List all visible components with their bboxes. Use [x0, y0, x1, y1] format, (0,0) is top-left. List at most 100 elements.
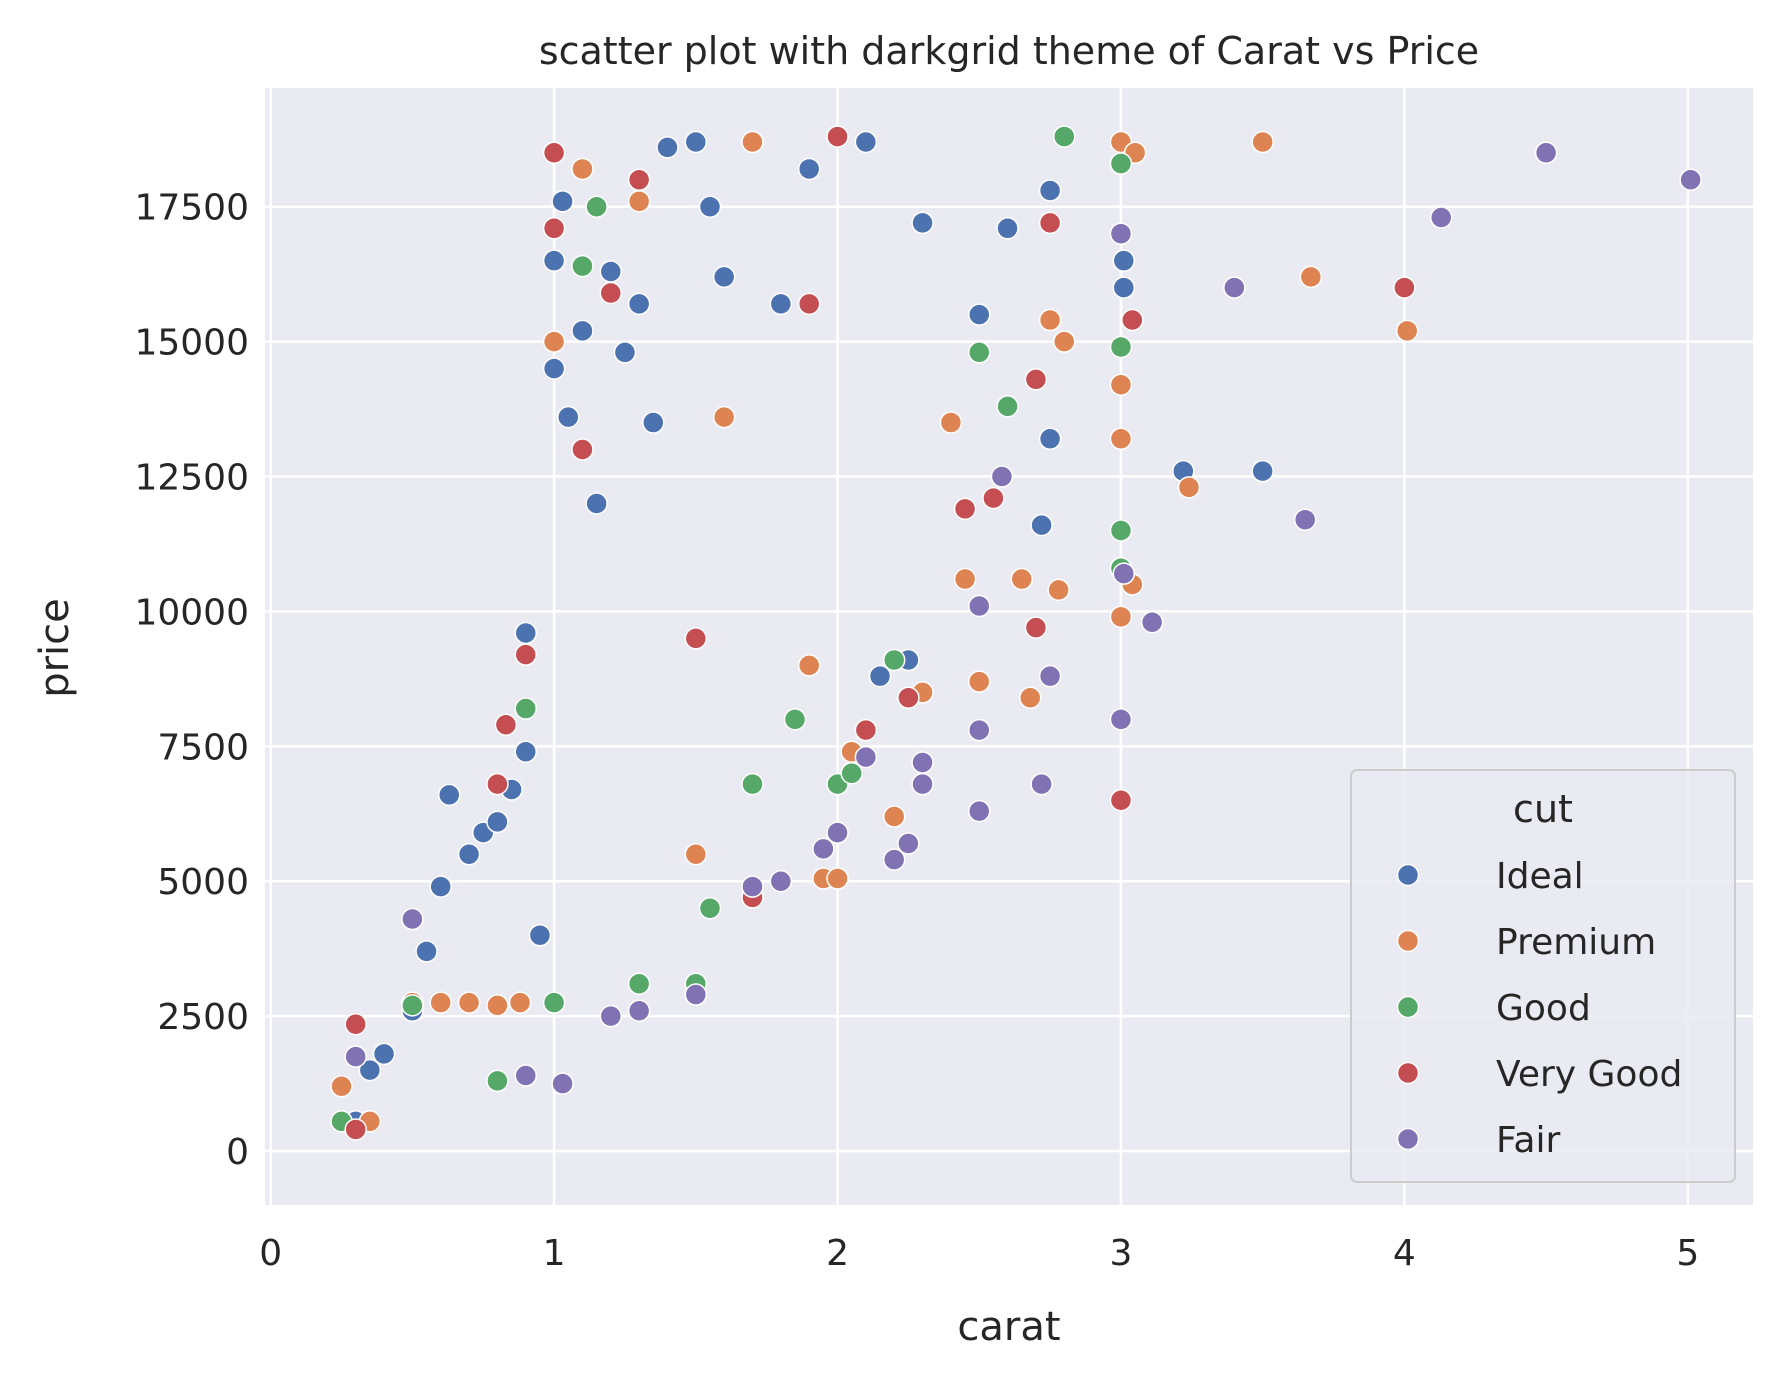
data-point	[1140, 610, 1164, 634]
y-tick-label: 7500	[157, 727, 249, 768]
legend-marker	[1396, 1061, 1420, 1085]
data-point	[967, 594, 991, 618]
data-point	[1030, 513, 1053, 537]
data-point	[528, 923, 552, 947]
data-point	[627, 292, 651, 316]
data-point	[826, 867, 849, 890]
y-tick-label: 10000	[134, 592, 249, 633]
data-point	[542, 141, 566, 165]
data-point	[967, 718, 991, 742]
data-point	[882, 648, 906, 672]
data-point	[840, 762, 863, 785]
data-point	[437, 783, 461, 807]
data-point	[457, 991, 481, 1014]
data-point	[854, 745, 878, 769]
data-point	[415, 940, 438, 963]
data-point	[627, 190, 651, 213]
data-point	[911, 751, 934, 774]
x-tick-label: 4	[1393, 1233, 1416, 1274]
chart-title: scatter plot with darkgrid theme of Cara…	[539, 29, 1479, 73]
data-point	[797, 157, 821, 181]
y-tick-label: 2500	[157, 997, 249, 1038]
y-axis-label: price	[32, 598, 78, 698]
data-point	[494, 713, 518, 736]
data-point	[1534, 141, 1558, 165]
data-point	[1109, 789, 1133, 812]
data-point	[514, 1064, 538, 1087]
data-point	[551, 190, 574, 213]
data-point	[1038, 308, 1062, 332]
data-point	[344, 1118, 367, 1141]
data-point	[585, 492, 608, 515]
y-tick-label: 5000	[157, 862, 249, 903]
data-point	[1053, 330, 1076, 353]
data-point	[344, 1045, 367, 1068]
data-point	[1251, 130, 1274, 154]
data-point	[939, 411, 963, 434]
data-point	[741, 875, 764, 898]
data-point	[486, 772, 509, 796]
data-point	[1109, 519, 1133, 542]
data-point	[967, 303, 991, 326]
legend-box	[1350, 769, 1736, 1183]
data-point	[1038, 211, 1062, 235]
data-point	[551, 1072, 574, 1095]
data-point	[1038, 664, 1062, 688]
data-point	[1395, 319, 1419, 343]
data-point	[1679, 168, 1702, 191]
data-point	[982, 486, 1005, 510]
data-point	[642, 411, 665, 434]
data-point	[698, 195, 722, 218]
legend-label: Ideal	[1496, 856, 1584, 897]
data-point	[1121, 308, 1144, 332]
data-point	[1109, 373, 1133, 397]
tick-labels: 0 1 2 3 4 5 0 2500 5000 7500 10000 12500 15000 17500	[134, 188, 1699, 1274]
data-point	[996, 217, 1019, 240]
data-point	[797, 292, 821, 316]
data-point	[996, 395, 1019, 418]
data-point	[599, 260, 623, 283]
data-point	[627, 999, 651, 1022]
data-point	[1053, 125, 1076, 148]
data-point	[783, 708, 807, 731]
y-tick-label: 12500	[134, 458, 249, 499]
data-point	[1299, 265, 1323, 289]
data-point	[684, 843, 708, 866]
data-point	[542, 249, 566, 272]
data-point	[656, 136, 679, 159]
data-point	[1109, 152, 1133, 175]
data-point	[542, 330, 566, 353]
data-point	[486, 994, 509, 1017]
data-point	[1038, 427, 1062, 450]
legend-marker	[1396, 1127, 1420, 1151]
data-point	[344, 1012, 367, 1036]
data-point	[486, 1069, 509, 1093]
legend-marker	[1396, 929, 1420, 953]
data-point	[967, 670, 991, 693]
data-point	[741, 130, 764, 154]
data-point	[1393, 276, 1416, 299]
data-point	[967, 341, 991, 364]
data-point	[508, 991, 532, 1014]
data-point	[1047, 578, 1070, 602]
y-tick-label: 17500	[134, 188, 249, 229]
data-point	[1109, 605, 1133, 629]
data-point	[1293, 508, 1317, 531]
data-point	[911, 211, 934, 235]
data-point	[826, 821, 849, 844]
data-point	[514, 643, 538, 666]
data-point	[812, 837, 835, 861]
data-point	[1019, 686, 1042, 710]
data-point	[953, 497, 977, 521]
data-point	[684, 983, 708, 1006]
data-point	[372, 1042, 396, 1066]
data-point	[1010, 567, 1034, 591]
data-point	[627, 972, 651, 996]
data-point	[990, 465, 1014, 488]
legend-title: cut	[1513, 787, 1573, 831]
data-point	[599, 281, 623, 305]
x-tick-label: 0	[259, 1233, 282, 1274]
data-point	[457, 843, 481, 866]
legend-marker	[1396, 995, 1420, 1019]
